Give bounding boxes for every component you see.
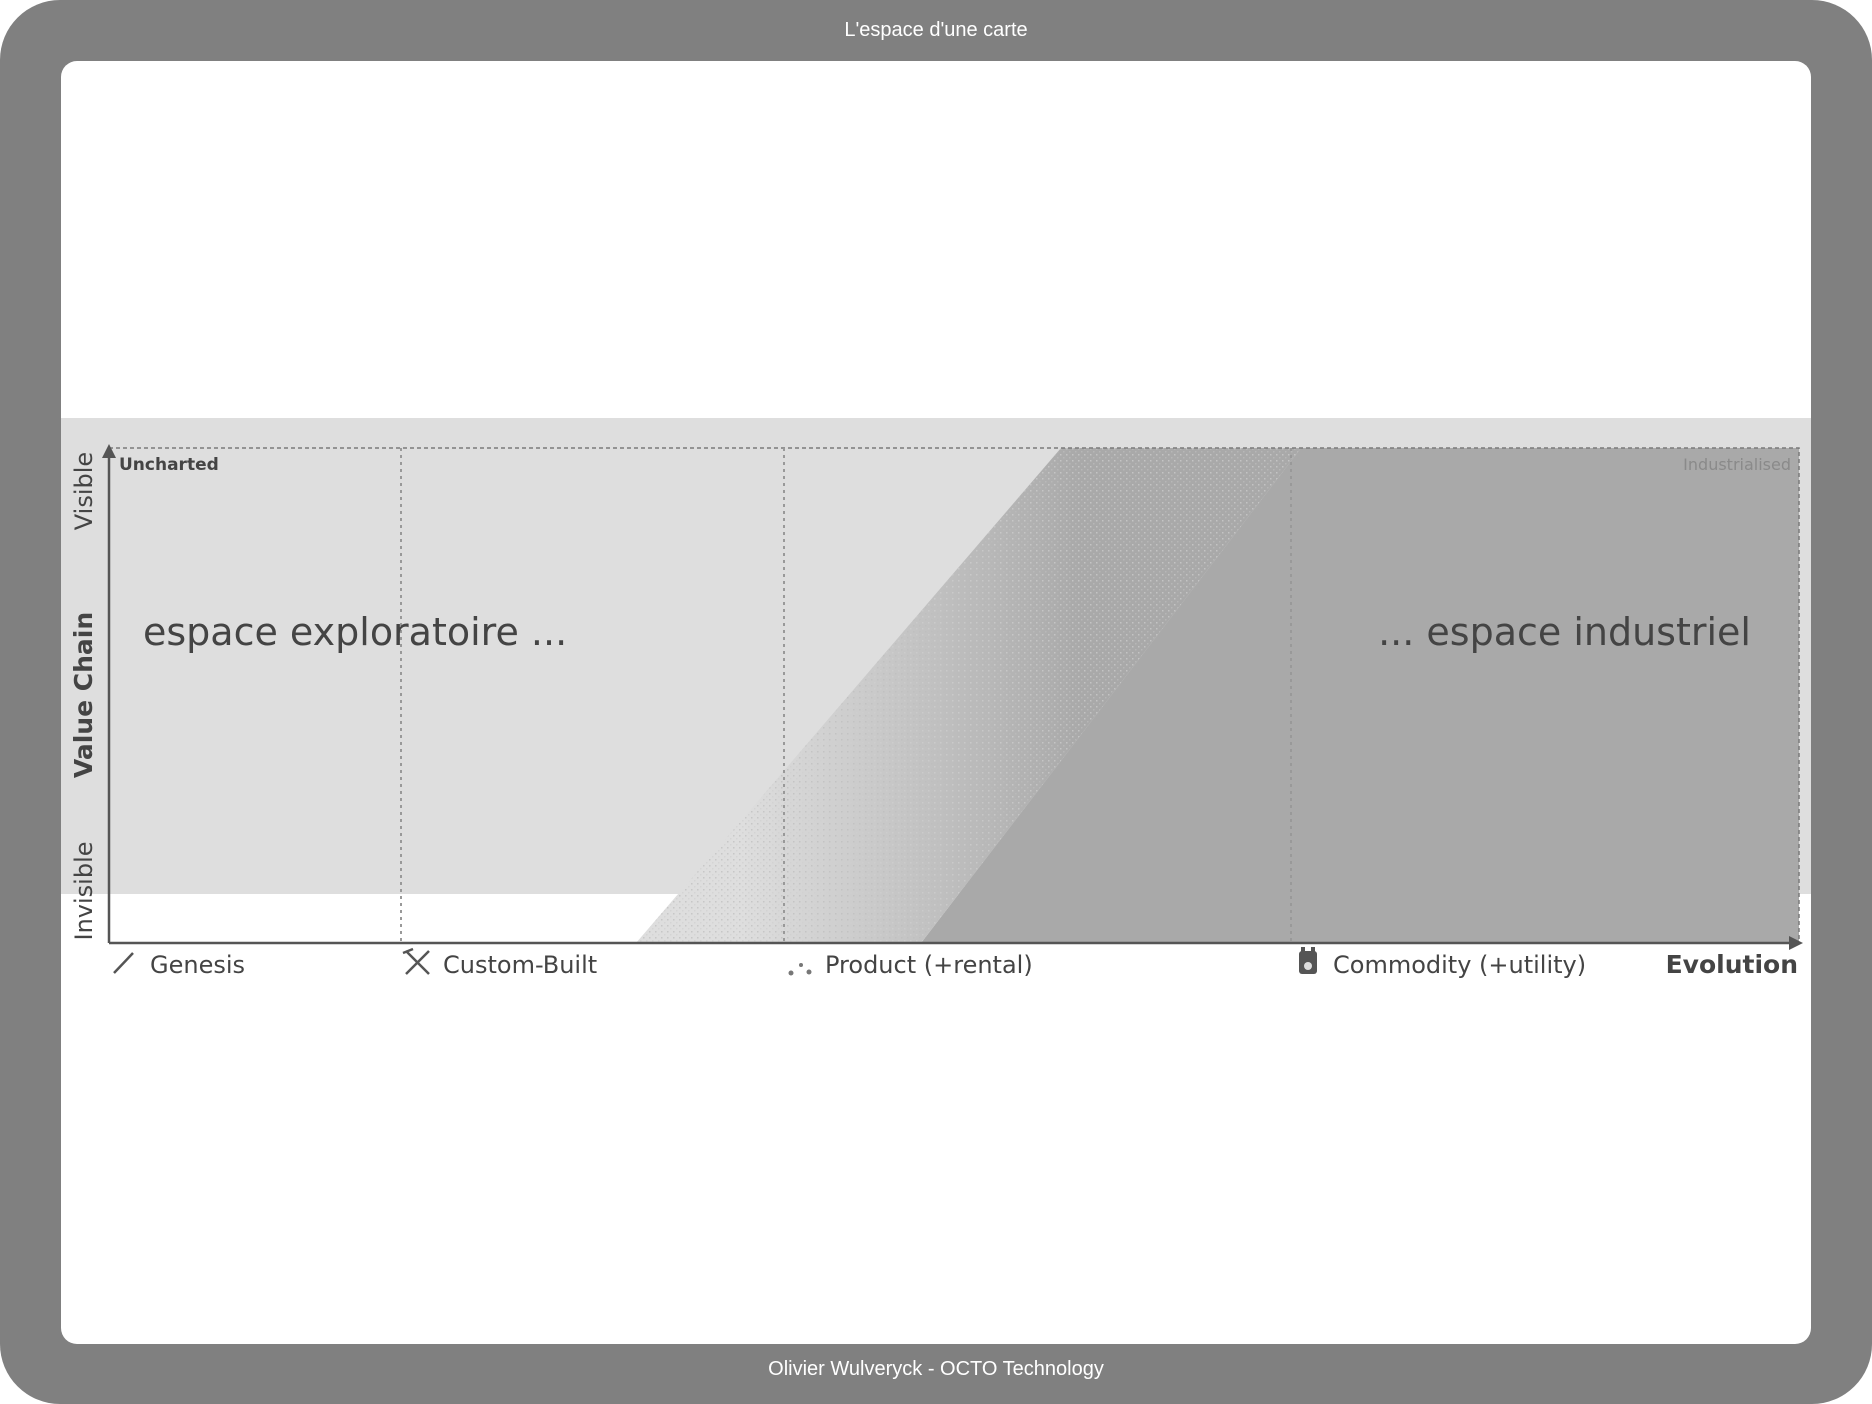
slide-title: L'espace d'une carte	[844, 19, 1028, 41]
wardley-map: Uncharted Industrialised Visible Value C…	[61, 418, 1811, 979]
stage-label-commodity: Commodity (+utility)	[1333, 951, 1586, 979]
plug-icon	[1299, 947, 1317, 974]
feather-icon	[113, 952, 134, 974]
transition-texture	[636, 448, 1301, 943]
y-axis-arrow	[102, 444, 116, 458]
y-axis-label-invisible: Invisible	[70, 842, 98, 941]
annotation-exploratory: espace exploratoire ...	[143, 610, 567, 654]
stage-label-custom-built: Custom-Built	[443, 951, 597, 979]
slide-content: Uncharted Industrialised Visible Value C…	[61, 61, 1811, 1344]
x-axis-arrow	[1789, 936, 1803, 950]
annotation-industrial: ... espace industriel	[1378, 610, 1751, 654]
sparkle-icon	[788, 963, 812, 976]
y-axis-label-visible: Visible	[70, 452, 98, 530]
stage-label-genesis: Genesis	[150, 951, 245, 979]
corner-uncharted: Uncharted	[119, 455, 219, 475]
tools-icon	[402, 947, 430, 975]
y-axis-label: Value Chain	[69, 612, 98, 778]
x-axis-label: Evolution	[1666, 950, 1798, 979]
industrial-zone	[921, 448, 1799, 943]
stage-label-product: Product (+rental)	[825, 951, 1033, 979]
corner-industrialised: Industrialised	[1683, 455, 1791, 474]
slide-footer: Olivier Wulveryck - OCTO Technology	[768, 1358, 1104, 1380]
